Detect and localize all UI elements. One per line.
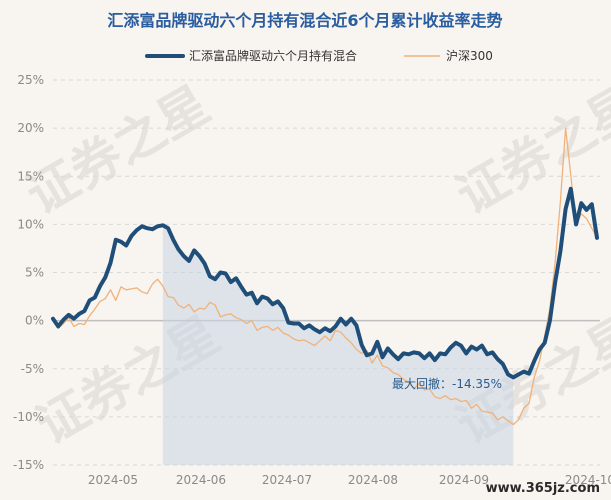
x-axis: 2024-05 2024-06 2024-07 2024-08 2024-09 2024-… bbox=[88, 473, 611, 487]
chart-title: 汇添富品牌驱动六个月持有混合近6个月累计收益率走势 bbox=[107, 11, 502, 30]
y-tick-label: 25% bbox=[17, 73, 44, 87]
watermark-text: 证券之星 bbox=[447, 75, 611, 225]
x-tick-label: 2024-09 bbox=[439, 473, 489, 487]
y-tick-label: 0% bbox=[25, 314, 44, 328]
y-tick-label: 15% bbox=[17, 169, 44, 183]
drawdown-area-shape bbox=[162, 225, 514, 465]
legend-label-fund: 汇添富品牌驱动六个月持有混合 bbox=[189, 48, 357, 63]
y-axis: 25% 20% 15% 10% 5% 0% -5% -10% -15% bbox=[13, 73, 44, 472]
series bbox=[51, 127, 599, 426]
x-tick-label: 2024-10 bbox=[565, 473, 611, 487]
watermark-text: 证券之星 bbox=[17, 75, 219, 225]
series-line-index bbox=[52, 127, 598, 426]
drawdown-area bbox=[162, 225, 514, 465]
x-tick-label: 2024-05 bbox=[88, 473, 138, 487]
series-line-fund bbox=[51, 186, 599, 380]
y-tick-label: -5% bbox=[21, 362, 44, 376]
x-tick-label: 2024-07 bbox=[262, 473, 312, 487]
x-tick-label: 2024-08 bbox=[348, 473, 398, 487]
y-tick-label: -10% bbox=[13, 410, 44, 424]
x-tick-label: 2024-06 bbox=[176, 473, 226, 487]
y-tick-label: 5% bbox=[25, 266, 44, 280]
y-tick-label: 10% bbox=[17, 217, 44, 231]
y-tick-label: -15% bbox=[13, 458, 44, 472]
max-drawdown-annotation: 最大回撤：-14.35% bbox=[392, 376, 502, 391]
site-label: www.365jz.com bbox=[486, 481, 600, 496]
y-tick-label: 20% bbox=[17, 121, 44, 135]
legend: 汇添富品牌驱动六个月持有混合 沪深300 bbox=[145, 48, 493, 63]
legend-label-index: 沪深300 bbox=[446, 49, 493, 63]
